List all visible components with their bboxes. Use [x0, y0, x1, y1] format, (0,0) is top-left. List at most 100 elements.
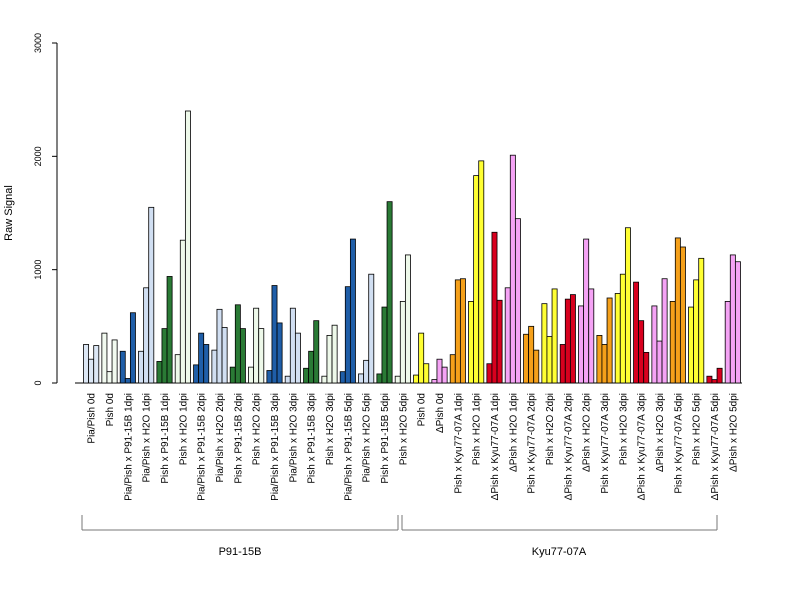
bar [161, 328, 168, 384]
bar [533, 349, 540, 384]
bar [486, 363, 493, 384]
x-tick-label: Pish 0d [417, 393, 428, 426]
bar [276, 322, 283, 384]
bar [651, 305, 658, 384]
bar [698, 257, 705, 384]
bar [106, 371, 113, 384]
bar [596, 334, 603, 384]
bar [138, 350, 145, 384]
x-tick-label: ΔPish x Kyu77-07A 5dpi [710, 393, 721, 500]
bar [528, 325, 535, 384]
bar [166, 276, 173, 384]
bar [441, 366, 448, 384]
bar [661, 278, 668, 384]
x-tick-label: Pia/Pish 0d [87, 393, 98, 444]
x-tick-label: Pish x H2O 3dpi [618, 393, 629, 465]
bar [368, 273, 375, 384]
bar [436, 358, 443, 384]
bar [541, 303, 548, 384]
bar [119, 350, 126, 384]
bar [221, 327, 228, 384]
bar [156, 361, 163, 384]
bar [496, 299, 503, 384]
bar [643, 351, 650, 384]
x-tick-label: Pish x H2O 2dpi [545, 393, 556, 465]
group-brackets: P91-15B Kyu77-07A [81, 515, 718, 558]
bar [344, 286, 351, 384]
bar [179, 239, 186, 384]
x-tick-label: Pia/Pish x P91-15B 5dpi [343, 393, 354, 501]
bar [588, 288, 595, 384]
bar [363, 359, 370, 384]
bar [624, 227, 631, 384]
bar [564, 298, 571, 384]
bar [551, 288, 558, 384]
bar [394, 375, 401, 384]
bar [331, 324, 338, 384]
bar [546, 336, 553, 384]
x-tick-label: Pish x P91-15B 1dpi [160, 393, 171, 484]
x-tick-label: Pish x Kyu77-07A 1dpi [453, 393, 464, 494]
y-axis: 0 1000 2000 3000 [33, 33, 58, 386]
bar [258, 328, 265, 384]
bar [614, 293, 621, 384]
bar [294, 332, 301, 384]
x-tick-label: Pish x H2O 5dpi [398, 393, 409, 465]
y-tick-label: 3000 [33, 33, 43, 53]
bar [83, 344, 90, 384]
y-tick-label: 1000 [33, 260, 43, 280]
bar [559, 344, 566, 384]
bar [601, 344, 608, 384]
bar [509, 154, 516, 384]
bar [124, 378, 131, 384]
bar [418, 332, 425, 384]
x-tick-label: Pish x H2O 1dpi [472, 393, 483, 465]
group-label: P91-15B [219, 546, 262, 558]
bar [454, 279, 461, 384]
bar [253, 307, 260, 384]
bar [376, 373, 383, 384]
bar [303, 367, 310, 384]
bar [239, 328, 246, 384]
x-tick-label: Pish x Kyu77-07A 3dpi [600, 393, 611, 494]
x-tick-label: ΔPish 0d [435, 393, 446, 433]
bar [449, 354, 456, 384]
bar [606, 297, 613, 384]
bar [656, 340, 663, 384]
x-tick-label: ΔPish x Kyu77-07A 2dpi [563, 393, 574, 500]
bar [93, 345, 100, 384]
x-tick-label: Pia/Pish x P91-15B 3dpi [270, 393, 281, 501]
bar [583, 238, 590, 384]
x-tick-label: Pish x Kyu77-07A 5dpi [673, 393, 684, 494]
bar [491, 231, 498, 384]
x-tick-label: Pish x H2O 2dpi [252, 393, 263, 465]
bar [423, 363, 430, 384]
x-tick-label: Pia/Pish x H2O 3dpi [288, 393, 299, 483]
x-tick-label: ΔPish x Kyu77-07A 1dpi [490, 393, 501, 500]
bar [339, 371, 346, 384]
y-axis-label: Raw Signal [3, 185, 15, 241]
bar [729, 254, 736, 384]
bar [399, 300, 406, 384]
bar [381, 306, 388, 384]
bar [111, 339, 118, 384]
x-tick-label: Pish x H2O 5dpi [692, 393, 703, 465]
bar [569, 294, 576, 384]
x-tick-label: Pish x H2O 1dpi [178, 393, 189, 465]
bar [523, 333, 530, 384]
bar [674, 237, 681, 384]
bar [459, 278, 466, 384]
bar [193, 364, 200, 384]
category-labels: Pia/Pish 0d Pish 0d Pia/Pish x P91-15B 1dp… [87, 393, 740, 501]
x-tick-label: Pish 0d [105, 393, 116, 426]
bar [234, 304, 241, 384]
x-tick-label: Pish x P91-15B 3dpi [307, 393, 318, 484]
bar [284, 375, 291, 384]
bar [308, 350, 315, 384]
bar [633, 281, 640, 384]
bar [688, 306, 695, 384]
bar [504, 287, 511, 384]
x-tick-label: Pish x H2O 3dpi [325, 393, 336, 465]
